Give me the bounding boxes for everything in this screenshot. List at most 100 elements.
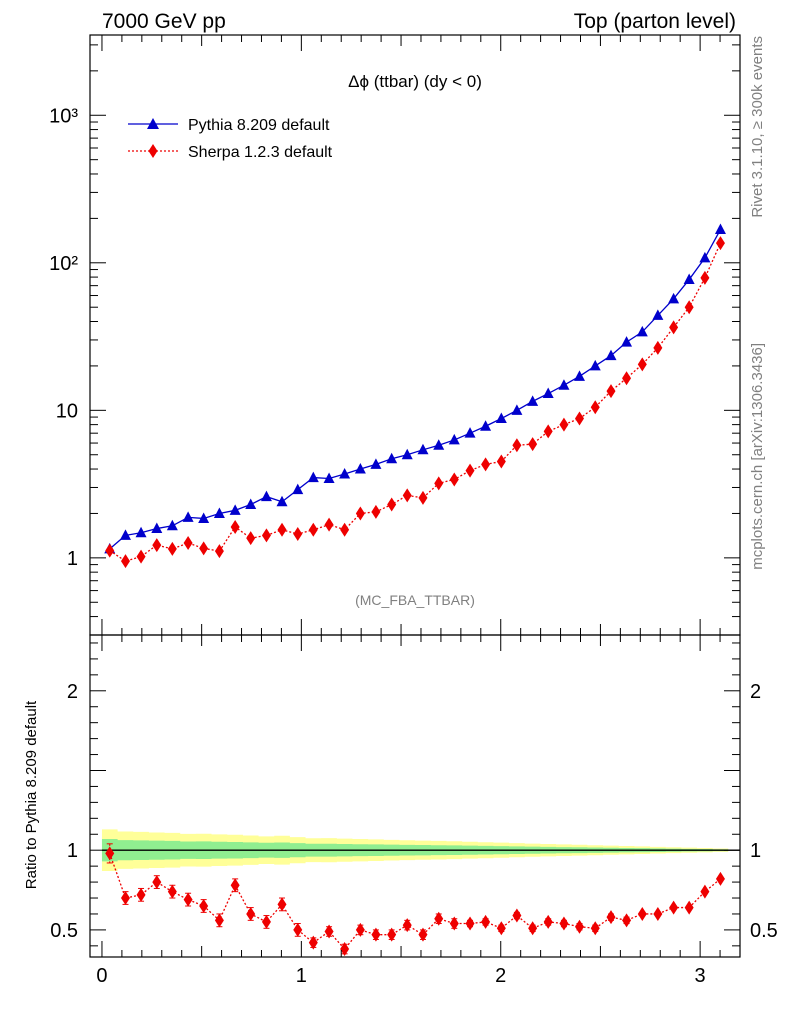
main-point-pythia <box>135 526 147 538</box>
ratio-ytick-label-right: 0.5 <box>750 920 778 942</box>
ratio-plot-frame <box>89 634 741 958</box>
ratio-point-sherpa <box>622 913 632 928</box>
ratio-point-sherpa <box>293 922 303 937</box>
ratio-point-sherpa <box>261 914 271 929</box>
main-point-sherpa <box>214 544 224 559</box>
main-ytick-label: 10³ <box>49 105 78 127</box>
main-point-pythia <box>668 292 680 304</box>
legend-marker-pythia <box>147 118 159 129</box>
header-left-label: 7000 GeV pp <box>102 10 226 33</box>
main-point-pythia <box>245 498 257 509</box>
ratio-point-sherpa <box>637 906 647 921</box>
main-point-sherpa <box>120 554 130 569</box>
main-point-pythia <box>589 359 601 371</box>
ratio-point-sherpa <box>105 846 115 861</box>
ratio-point-sherpa <box>684 900 694 915</box>
main-point-sherpa <box>371 504 381 519</box>
main-point-pythia <box>151 522 163 534</box>
main-point-sherpa <box>528 437 538 452</box>
ratio-point-sherpa <box>120 891 130 906</box>
main-point-sherpa <box>449 472 459 487</box>
main-point-sherpa <box>496 454 506 469</box>
main-point-sherpa <box>167 541 177 556</box>
main-point-sherpa <box>183 536 193 551</box>
ratio-point-sherpa <box>512 908 522 923</box>
ratio-plot-panel: 0.5 0.5 1 1 2 2 0 1 2 3 Ratio to Pythia 8.209 def… <box>23 634 778 987</box>
ratio-ytick-label-right: 2 <box>750 681 761 703</box>
ratio-point-sherpa <box>449 916 459 931</box>
ratio-point-sherpa <box>574 919 584 934</box>
main-point-pythia <box>433 439 445 450</box>
main-point-sherpa <box>387 497 397 512</box>
main-series-line-sherpa <box>109 242 722 562</box>
ratio-xtick-label: 2 <box>495 965 506 987</box>
main-point-pythia <box>699 251 711 263</box>
main-point-pythia <box>573 370 585 381</box>
ratio-point-sherpa <box>246 906 256 921</box>
main-point-pythia <box>119 529 131 540</box>
main-point-sherpa <box>402 488 412 503</box>
main-point-pythia <box>495 412 507 424</box>
main-point-pythia <box>386 452 398 464</box>
ratio-point-sherpa <box>167 884 177 899</box>
main-point-pythia <box>527 395 539 406</box>
main-point-sherpa <box>324 517 334 532</box>
legend-label-sherpa: Sherpa 1.2.3 default <box>188 144 333 161</box>
main-ytick-label: 10 <box>56 400 78 422</box>
main-point-sherpa <box>308 522 318 537</box>
ratio-point-sherpa <box>199 898 209 913</box>
main-point-sherpa <box>246 531 256 546</box>
main-point-sherpa <box>481 457 491 472</box>
main-point-pythia <box>558 379 570 390</box>
ratio-point-sherpa <box>418 927 428 942</box>
main-point-pythia <box>542 387 554 399</box>
main-point-pythia <box>323 472 335 484</box>
ratio-point-sherpa <box>559 916 569 931</box>
main-point-sherpa <box>261 528 271 543</box>
main-point-sherpa <box>715 236 725 251</box>
ratio-point-sherpa <box>590 921 600 936</box>
main-point-pythia <box>339 468 351 479</box>
main-point-sherpa <box>293 527 303 542</box>
ratio-point-sherpa <box>653 906 663 921</box>
watermark-label: (MC_FBA_TTBAR) <box>355 592 475 608</box>
main-point-pythia <box>683 273 695 285</box>
main-point-sherpa <box>574 411 584 426</box>
ratio-ytick-label-left: 0.5 <box>50 920 78 942</box>
ratio-point-sherpa <box>528 921 538 936</box>
main-point-sherpa <box>684 300 694 315</box>
ratio-point-sherpa <box>230 878 240 893</box>
ratio-ytick-label-left: 2 <box>67 681 78 703</box>
main-point-sherpa <box>543 424 553 439</box>
legend-label-pythia: Pythia 8.209 default <box>188 117 330 134</box>
ratio-point-sherpa <box>340 942 350 957</box>
main-point-sherpa <box>418 490 428 505</box>
main-point-sherpa <box>622 371 632 386</box>
mcplots-label: mcplots.cern.ch [arXiv:1306.3436] <box>749 343 766 570</box>
ratio-point-sherpa <box>387 927 397 942</box>
ratio-point-sherpa <box>402 918 412 933</box>
main-plot-panel: 1 10 10² 10³ Δϕ (ttbar) (dy < 0) (MC_FBA_TT… <box>49 34 741 636</box>
rivet-label: Rivet 3.1.10, ≥ 300k events <box>749 36 766 218</box>
ratio-point-sherpa <box>183 892 193 907</box>
ratio-ylabel: Ratio to Pythia 8.209 default <box>23 700 40 889</box>
main-point-sherpa <box>653 340 663 355</box>
ratio-point-sherpa <box>465 916 475 931</box>
ratio-point-sherpa <box>700 884 710 899</box>
main-point-sherpa <box>465 463 475 478</box>
main-point-pythia <box>307 471 319 483</box>
main-point-sherpa <box>340 522 350 537</box>
main-plot-title: Δϕ (ttbar) (dy < 0) <box>348 72 482 91</box>
ratio-point-sherpa <box>308 935 318 950</box>
main-point-pythia <box>166 519 178 531</box>
main-point-pythia <box>636 325 648 337</box>
main-point-sherpa <box>199 541 209 556</box>
ratio-xtick-label: 1 <box>296 965 307 987</box>
main-point-pythia <box>621 336 633 347</box>
main-point-sherpa <box>669 320 679 335</box>
main-point-sherpa <box>105 543 115 558</box>
header-right-label: Top (parton level) <box>574 10 736 33</box>
main-point-pythia <box>511 404 523 415</box>
main-point-sherpa <box>559 417 569 432</box>
